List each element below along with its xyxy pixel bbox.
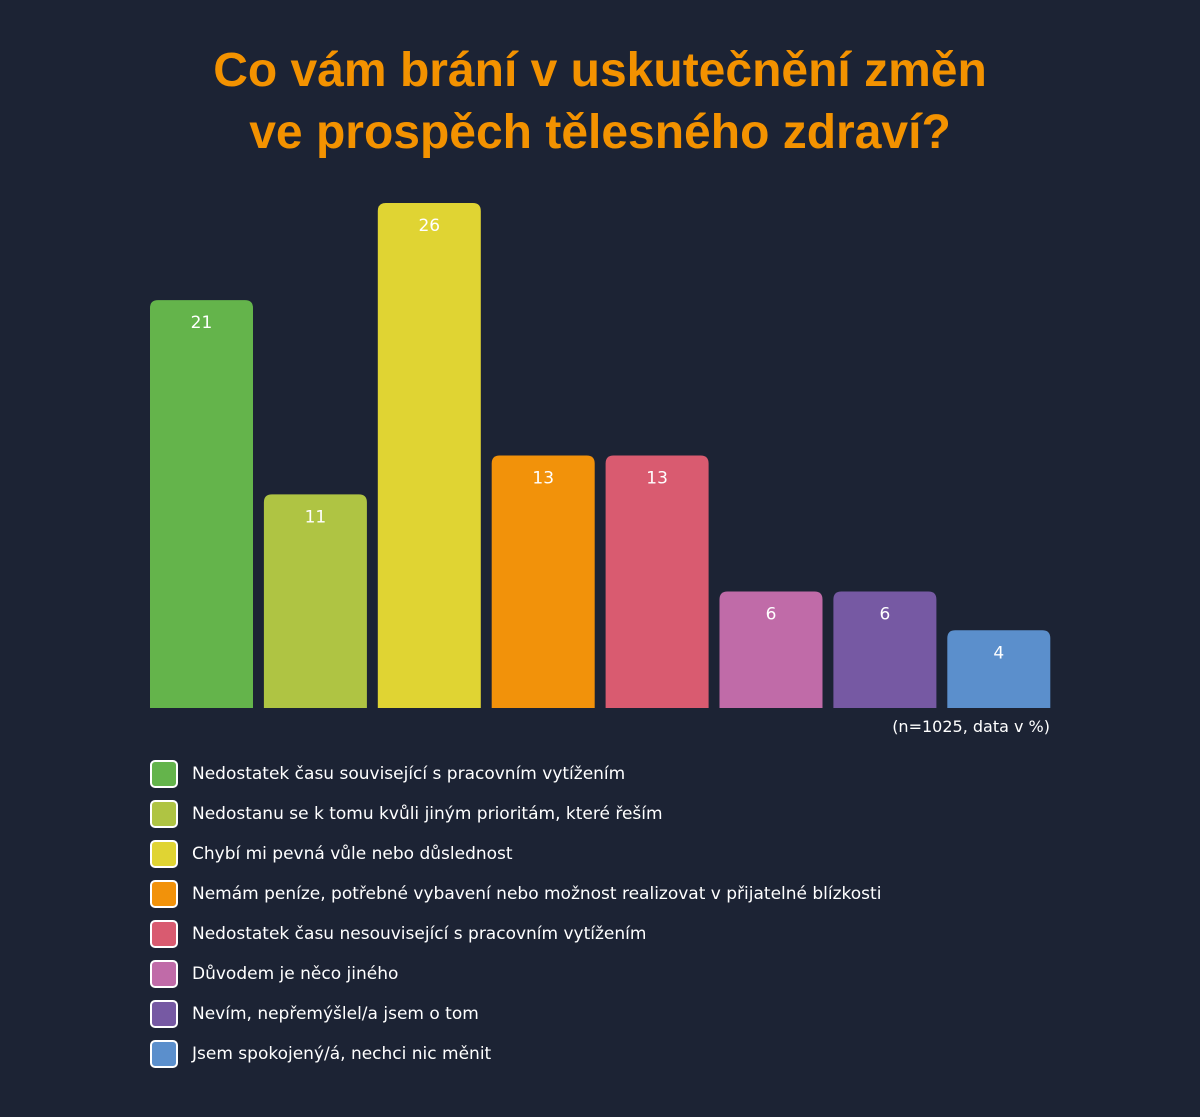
legend-item: Důvodem je něco jiného [150, 960, 881, 988]
legend-label: Důvodem je něco jiného [192, 964, 399, 984]
legend-item: Nedostanu se k tomu kvůli jiným prioritá… [150, 800, 881, 828]
bar-value-label: 4 [993, 643, 1004, 663]
legend-swatch [150, 1000, 178, 1028]
legend-label: Nedostanu se k tomu kvůli jiným prioritá… [192, 804, 663, 824]
legend-item: Chybí mi pevná vůle nebo důslednost [150, 840, 881, 868]
legend-item: Nedostatek času související s pracovním … [150, 760, 881, 788]
bar [150, 300, 253, 708]
bar-chart: 21 11 26 13 13 6 6 4 [150, 203, 1051, 708]
legend-swatch [150, 760, 178, 788]
legend-label: Nedostatek času nesouvisející s pracovní… [192, 924, 647, 944]
bar-value-label: 13 [532, 469, 554, 489]
bar-value-label: 6 [766, 604, 777, 624]
legend-swatch [150, 960, 178, 988]
bar-value-label: 26 [418, 216, 440, 236]
chart-title: Co vám brání v uskutečnění změn ve prosp… [0, 40, 1200, 164]
title-line-1: Co vám brání v uskutečnění změn [213, 44, 987, 97]
legend: Nedostatek času související s pracovním … [150, 760, 881, 1080]
legend-label: Nemám peníze, potřebné vybavení nebo mož… [192, 884, 882, 904]
legend-item: Jsem spokojený/á, nechci nic měnit [150, 1040, 881, 1068]
title-line-2: ve prospěch tělesného zdraví? [249, 106, 951, 159]
legend-swatch [150, 1040, 178, 1068]
bar-value-label: 11 [305, 507, 327, 527]
bar [263, 494, 367, 708]
bar [377, 203, 481, 708]
legend-item: Nemám peníze, potřebné vybavení nebo mož… [150, 880, 881, 908]
legend-swatch [150, 920, 178, 948]
bar [833, 591, 937, 708]
legend-swatch [150, 880, 178, 908]
bar-value-label: 6 [879, 604, 890, 624]
legend-item: Nevím, nepřemýšlel/a jsem o tom [150, 1000, 881, 1028]
bar-value-label: 13 [646, 469, 668, 489]
bar [605, 455, 709, 708]
legend-swatch [150, 840, 178, 868]
bar [719, 591, 823, 708]
legend-label: Nedostatek času související s pracovním … [192, 764, 626, 784]
legend-item: Nedostatek času nesouvisející s pracovní… [150, 920, 881, 948]
bar-value-label: 21 [191, 313, 213, 333]
legend-label: Chybí mi pevná vůle nebo důslednost [192, 844, 513, 864]
legend-label: Nevím, nepřemýšlel/a jsem o tom [192, 1004, 479, 1024]
bar [491, 455, 595, 708]
legend-swatch [150, 800, 178, 828]
bar [947, 630, 1051, 708]
legend-label: Jsem spokojený/á, nechci nic měnit [192, 1044, 492, 1064]
sample-note: (n=1025, data v %) [892, 717, 1050, 736]
